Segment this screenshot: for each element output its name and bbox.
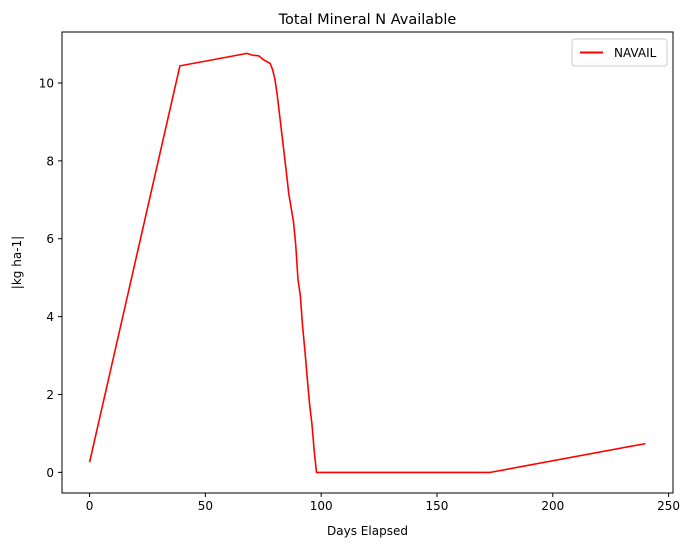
y-tick-label: 8 xyxy=(46,154,54,168)
chart-title: Total Mineral N Available xyxy=(278,12,457,28)
x-tick-label: 250 xyxy=(657,499,680,513)
legend-frame xyxy=(571,38,668,67)
y-axis-ticks: 0 2 4 6 8 10 xyxy=(39,77,62,480)
series-line-navail xyxy=(88,52,646,474)
legend: NAVAIL xyxy=(571,38,668,67)
y-tick-label: 6 xyxy=(46,232,54,246)
legend-label-navail: NAVAIL xyxy=(614,46,657,60)
x-axis-label: Days Elapsed xyxy=(327,524,408,538)
x-tick-label: 0 xyxy=(86,499,94,513)
series-lines xyxy=(88,52,646,474)
y-tick-label: 4 xyxy=(46,310,54,324)
x-tick-label: 100 xyxy=(310,499,333,513)
y-tick-label: 0 xyxy=(46,466,54,480)
x-tick-label: 50 xyxy=(198,499,213,513)
axes-frame xyxy=(61,31,674,494)
y-tick-label: 2 xyxy=(46,388,54,402)
y-axis-label: |kg ha-1| xyxy=(10,236,24,289)
x-axis-ticks: 0 50 100 150 200 250 xyxy=(86,493,680,513)
y-tick-label: 10 xyxy=(39,77,54,91)
x-tick-label: 150 xyxy=(426,499,449,513)
plot-area: 0 50 100 150 200 250 0 2 4 6 8 10 xyxy=(39,31,680,513)
x-tick-label: 200 xyxy=(541,499,564,513)
